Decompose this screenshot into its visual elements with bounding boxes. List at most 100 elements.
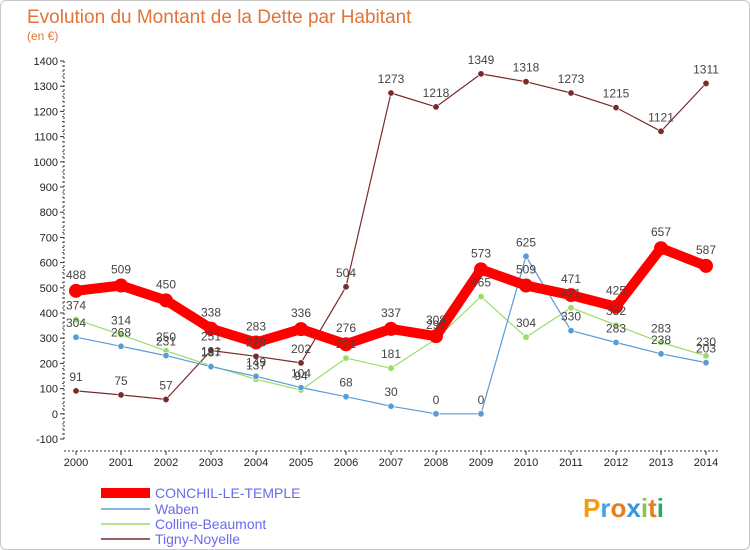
series-point (162, 352, 170, 360)
data-label: 330 (561, 310, 581, 324)
series-point (432, 410, 440, 418)
series-point (429, 329, 443, 344)
data-label: 297 (426, 318, 446, 332)
axes: -100010020030040050060070080090010001100… (34, 56, 719, 469)
data-label: 1215 (603, 87, 630, 101)
logo-text: Proxiti (583, 493, 664, 523)
series-point (207, 363, 215, 371)
x-tick-label: 2012 (604, 457, 628, 469)
x-tick-label: 2008 (424, 457, 448, 469)
series-point (297, 359, 305, 367)
y-tick-label: 300 (40, 333, 58, 345)
x-tick-label: 2007 (379, 457, 403, 469)
series-point (252, 372, 260, 380)
data-label: 91 (69, 370, 83, 384)
series-point (522, 252, 530, 260)
series-point (117, 391, 125, 399)
y-tick-label: 400 (40, 308, 58, 320)
series-point (609, 299, 623, 314)
y-tick-label: 1400 (34, 56, 58, 68)
data-label: 1218 (423, 86, 450, 100)
series-point (252, 352, 260, 360)
y-tick-label: 800 (40, 207, 58, 219)
data-label: 352 (606, 304, 626, 318)
x-tick-label: 2005 (289, 457, 313, 469)
series-point (387, 402, 395, 410)
x-tick-label: 2003 (199, 457, 223, 469)
chart-subtitle: (en €) (27, 29, 58, 43)
data-label: 268 (111, 325, 131, 339)
x-tick-label: 2000 (64, 457, 88, 469)
x-tick-label: 2002 (154, 457, 178, 469)
data-label: 202 (291, 342, 311, 356)
data-label: 1349 (468, 53, 495, 67)
y-tick-label: 700 (40, 232, 58, 244)
data-label: 231 (156, 335, 176, 349)
data-label: 1318 (513, 61, 540, 75)
data-label: 450 (156, 277, 176, 291)
series-point (567, 304, 575, 312)
series-point (342, 354, 350, 362)
series-point (342, 283, 350, 291)
data-label: 104 (291, 367, 311, 381)
series-point (657, 127, 665, 135)
series-point (519, 278, 533, 293)
series-point (114, 278, 128, 293)
series-point (612, 321, 620, 329)
legend: CONCHIL-LE-TEMPLEWabenColline-BeaumontTi… (101, 485, 300, 547)
series-point (117, 342, 125, 350)
series-point (249, 335, 263, 350)
series-point (72, 316, 80, 324)
y-tick-label: 1300 (34, 81, 58, 93)
data-label: 374 (66, 299, 86, 313)
series-point (387, 364, 395, 372)
series-point (117, 331, 125, 339)
series-point (699, 258, 713, 273)
data-label: 181 (381, 347, 401, 361)
series-point (702, 359, 710, 367)
series-point (567, 327, 575, 335)
y-tick-label: 900 (40, 182, 58, 194)
legend-label: Tigny-Noyelle (155, 531, 240, 547)
data-label: 187 (201, 346, 221, 360)
y-tick-label: -100 (36, 434, 58, 446)
series-point (522, 78, 530, 86)
x-tick-label: 2014 (694, 457, 718, 469)
chart-title: Evolution du Montant de la Dette par Hab… (27, 7, 412, 28)
data-label: 338 (201, 306, 221, 320)
series-point (432, 103, 440, 111)
y-tick-label: 200 (40, 358, 58, 370)
data-label: 276 (336, 321, 356, 335)
series-point (564, 288, 578, 303)
series-point (294, 322, 308, 337)
y-tick-label: 1100 (34, 132, 58, 144)
series-point (387, 89, 395, 97)
legend-label: CONCHIL-LE-TEMPLE (155, 485, 300, 501)
data-label: 1273 (378, 72, 405, 86)
series-point (297, 384, 305, 392)
data-label: 1273 (558, 72, 585, 86)
series-point (342, 393, 350, 401)
data-label: 625 (516, 235, 536, 249)
y-tick-label: 1200 (34, 106, 58, 118)
data-label: 471 (561, 272, 581, 286)
legend-label: Colline-Beaumont (155, 516, 266, 532)
series-point (474, 262, 488, 277)
data-label: 251 (201, 330, 221, 344)
data-label: 68 (339, 376, 353, 390)
y-tick-label: 0 (52, 409, 58, 421)
series-point (522, 333, 530, 341)
data-label: 283 (246, 319, 266, 333)
x-tick-label: 2004 (244, 457, 268, 469)
legend-label: Waben (155, 501, 199, 517)
series-point (657, 338, 665, 346)
data-label: 283 (606, 321, 626, 335)
data-label: 1121 (648, 110, 674, 124)
x-tick-label: 2011 (559, 457, 583, 469)
x-tick-label: 2009 (469, 457, 493, 469)
y-tick-label: 500 (40, 283, 58, 295)
series-point (162, 395, 170, 403)
series-point (159, 293, 173, 308)
data-label: 228 (246, 335, 266, 349)
